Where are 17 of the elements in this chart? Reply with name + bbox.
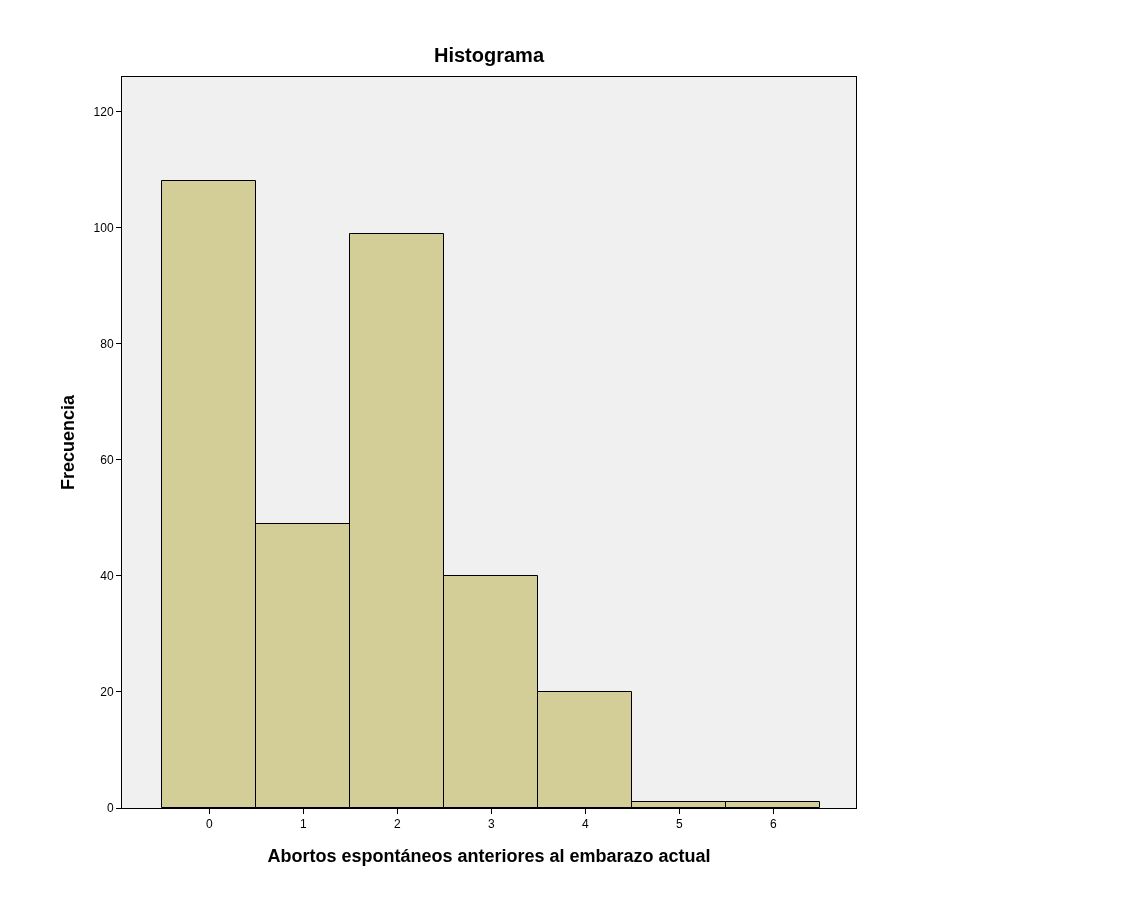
x-tick-label: 2	[394, 817, 402, 832]
x-tick-label: 4	[581, 817, 589, 832]
y-axis-title: Frecuencia	[57, 393, 78, 491]
chart-title: Histograma	[433, 44, 545, 66]
x-tick-label: 0	[206, 817, 214, 832]
y-tick-label: 40	[100, 569, 114, 584]
y-tick-label: 0	[106, 801, 114, 816]
x-tick-label: 5	[675, 817, 683, 832]
y-tick-label: 60	[100, 453, 114, 468]
y-tick-label: 120	[93, 105, 114, 120]
y-tick-label: 20	[100, 685, 114, 700]
y-tick-label: 100	[93, 221, 114, 236]
y-tick-label: 80	[100, 337, 114, 352]
x-tick-label: 6	[769, 817, 777, 832]
x-tick-label: 1	[300, 817, 308, 832]
x-axis-title: Abortos espontáneos anteriores al embarazo actual	[267, 845, 711, 866]
x-tick-label: 3	[488, 817, 496, 832]
